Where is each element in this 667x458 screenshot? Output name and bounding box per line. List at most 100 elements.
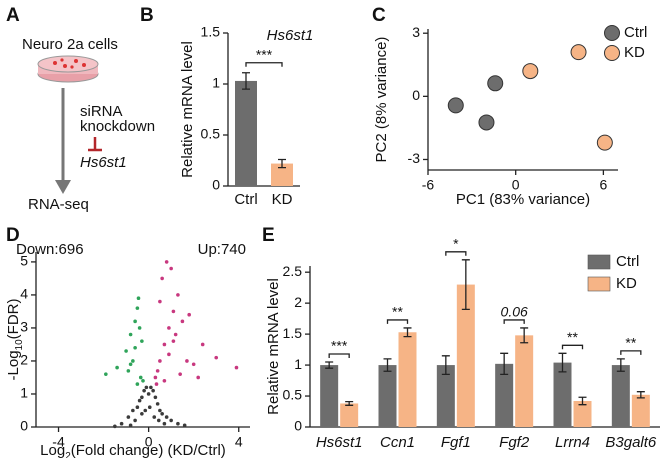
y-axis-label: -Log10(FDR) (5, 299, 25, 381)
significance-label: *** (256, 46, 273, 62)
bar (235, 80, 257, 186)
point (147, 405, 152, 409)
significance-bracket (620, 350, 642, 355)
point (153, 375, 158, 380)
bar (456, 284, 475, 427)
point (162, 342, 167, 347)
y-tick-label: 5 (20, 253, 28, 269)
point (160, 411, 164, 416)
point (176, 421, 180, 426)
y-tick-label: 1.5 (283, 325, 303, 341)
point (158, 299, 162, 304)
target-gene: Hs6st1 (80, 154, 127, 171)
point (187, 312, 191, 317)
bar (398, 332, 417, 427)
point (135, 306, 140, 310)
x-tick-label: 0 (512, 177, 520, 193)
error-bar (383, 358, 392, 372)
point (171, 339, 176, 343)
y-tick-label: 4 (20, 286, 28, 302)
point (178, 372, 182, 376)
panel-label: A (6, 5, 20, 26)
error-bar (520, 327, 529, 344)
point (180, 319, 185, 324)
significance-bracket (328, 353, 350, 358)
point (128, 332, 133, 337)
bar (378, 365, 397, 427)
x-axis-label: PC1 (83% variance) (456, 191, 590, 208)
point (131, 359, 135, 363)
legend-label: Ctrl (624, 24, 647, 41)
x-axis-label-part: Log (40, 442, 65, 458)
point (164, 415, 169, 419)
point (126, 369, 131, 373)
x-tick-label: Ctrl (234, 191, 257, 208)
treatment: siRNA (80, 103, 123, 120)
x-tick-label: 6 (599, 177, 607, 193)
significance-bracket (561, 344, 584, 350)
x-axis-label-part: (Fold change) (KD/Ctrl) (71, 442, 226, 458)
significance-label: *** (331, 338, 348, 354)
error-bar (500, 352, 509, 376)
legend-label: KD (624, 44, 645, 61)
significance-bracket (445, 251, 467, 256)
legend-swatch (587, 276, 611, 292)
bar (340, 403, 359, 427)
point (173, 332, 178, 337)
y-tick-label: 2.5 (283, 263, 303, 279)
bar (573, 400, 592, 427)
point (143, 408, 148, 413)
point (160, 276, 164, 281)
x-tick-label: Fgf2 (499, 434, 530, 451)
point (140, 339, 144, 343)
x-tick-label: -4 (52, 434, 65, 450)
point (135, 405, 140, 409)
significance-bracket (245, 62, 283, 67)
point (142, 388, 146, 393)
point (140, 395, 144, 400)
x-tick-label: Lrrn4 (555, 434, 590, 451)
significance-label: * (453, 236, 459, 252)
point (152, 415, 157, 419)
legend-label: KD (616, 275, 637, 292)
x-tick-label: 4 (235, 434, 243, 450)
legend-marker (604, 45, 620, 61)
point (447, 97, 464, 114)
y-tick-label: 3 (412, 24, 420, 40)
point (164, 260, 169, 264)
point (596, 134, 613, 151)
treatment: knockdown (80, 118, 155, 135)
panel-label: D (6, 225, 20, 246)
point (149, 385, 153, 390)
culture-dish (37, 55, 99, 83)
point (234, 365, 239, 370)
point (478, 114, 495, 131)
point (128, 423, 133, 428)
point (162, 421, 167, 426)
bar (631, 394, 650, 427)
point (156, 418, 161, 423)
bar (611, 365, 630, 427)
point (169, 418, 173, 423)
error-bar (278, 158, 286, 169)
point (182, 423, 187, 428)
point (137, 398, 142, 403)
error-bar (461, 259, 470, 310)
annotation: Down:696 (16, 241, 84, 258)
point (171, 309, 176, 314)
point (200, 342, 205, 347)
panel-label: B (140, 5, 154, 26)
x-axis-label-part: 2 (65, 451, 71, 458)
point (126, 415, 131, 419)
point (133, 418, 137, 423)
legend-label: Ctrl (616, 253, 639, 270)
bar (436, 365, 455, 427)
significance-label: ** (567, 329, 578, 345)
point (104, 372, 108, 376)
significance-label: ** (392, 304, 403, 320)
output: RNA-seq (28, 196, 89, 213)
error-bar (242, 72, 250, 90)
point (146, 392, 151, 396)
point (141, 378, 145, 383)
